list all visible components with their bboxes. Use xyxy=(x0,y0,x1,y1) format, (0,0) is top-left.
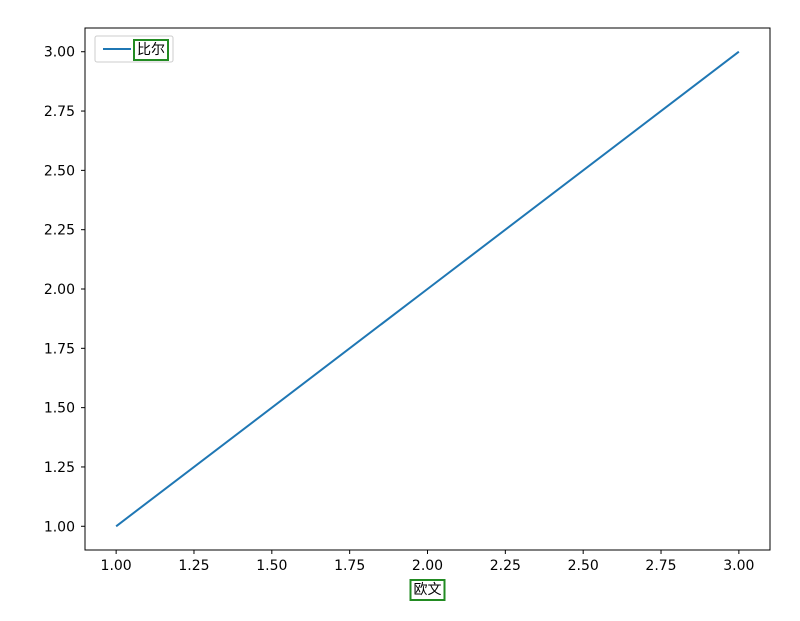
x-tick-label: 3.00 xyxy=(723,558,754,574)
y-tick-label: 3.00 xyxy=(44,45,75,61)
x-tick-label: 1.00 xyxy=(101,558,132,574)
y-tick-label: 2.50 xyxy=(44,163,75,179)
y-tick-label: 2.00 xyxy=(44,282,75,298)
x-tick-label: 2.00 xyxy=(412,558,443,574)
y-tick-label: 1.50 xyxy=(44,401,75,417)
y-tick-label: 1.25 xyxy=(44,460,75,476)
legend-label: 比尔 xyxy=(137,42,165,58)
x-tick-label: 1.25 xyxy=(178,558,209,574)
x-tick-label: 1.75 xyxy=(334,558,365,574)
x-tick-label: 2.75 xyxy=(645,558,676,574)
x-tick-label: 2.50 xyxy=(568,558,599,574)
x-tick-label: 1.50 xyxy=(256,558,287,574)
y-tick-label: 2.25 xyxy=(44,223,75,239)
line-chart: 1.00 1.25 1.50 1.75 2.00 2.25 2.50 2.75 3.00 1.00… xyxy=(0,0,800,621)
data-line xyxy=(116,52,739,527)
chart-svg: 1.00 1.25 1.50 1.75 2.00 2.25 2.50 2.75 3.00 1.00… xyxy=(0,0,800,621)
x-axis-label: 欧文 xyxy=(414,582,442,598)
x-tick-label: 2.25 xyxy=(490,558,521,574)
y-tick-label: 2.75 xyxy=(44,104,75,120)
y-tick-label: 1.00 xyxy=(44,519,75,535)
y-tick-label: 1.75 xyxy=(44,341,75,357)
